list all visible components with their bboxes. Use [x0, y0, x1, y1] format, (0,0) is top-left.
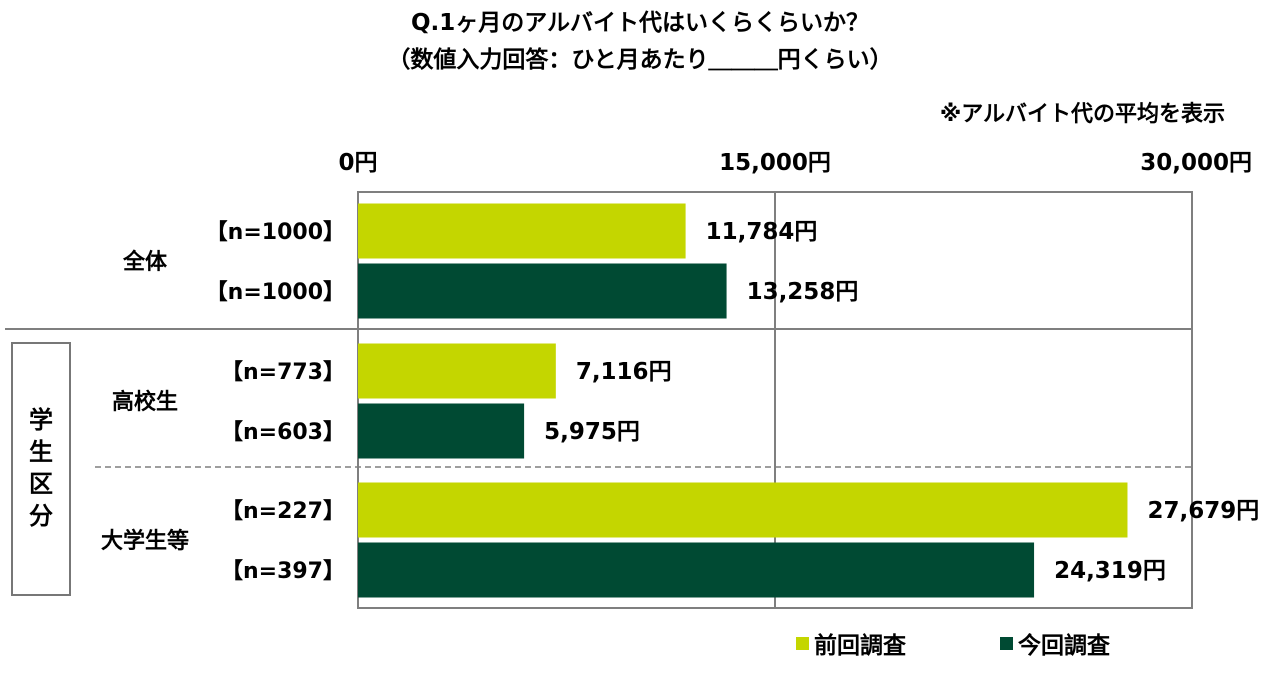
chart-subtitle: （数値入力回答：ひと月あたり＿＿＿円くらい） [387, 46, 892, 73]
data-label: 13,258円 [747, 279, 859, 305]
bar [358, 482, 1128, 538]
data-label: 5,975円 [544, 419, 640, 445]
bar [358, 542, 1035, 598]
bar [358, 203, 686, 259]
labels: 全体11,784円【n=1000】13,258円【n=1000】高校生7,116… [101, 219, 1259, 584]
legend-label: 前回調査 [814, 632, 906, 659]
category-label: 大学生等 [101, 528, 189, 554]
data-label: 11,784円 [706, 219, 818, 245]
legend-swatch [1000, 637, 1013, 650]
group-label: 学生区分 [29, 406, 53, 530]
data-label: 24,319円 [1054, 558, 1166, 584]
legend-swatch [796, 637, 809, 650]
chart-note: ※アルバイト代の平均を表示 [940, 101, 1225, 127]
bar [358, 343, 556, 399]
sample-size-label: 【n=773】 [221, 360, 345, 385]
category-label: 全体 [122, 249, 168, 275]
x-tick-label: 15,000円 [719, 150, 831, 176]
sample-size-label: 【n=397】 [221, 559, 345, 584]
sample-size-label: 【n=1000】 [206, 280, 345, 305]
group-box: 学生区分 [11, 342, 71, 596]
sample-size-label: 【n=227】 [221, 499, 345, 524]
bars [358, 203, 1128, 598]
x-axis-ticks: 0円 15,000円 30,000円 [338, 150, 1252, 176]
x-tick-label: 30,000円 [1140, 150, 1252, 176]
x-tick-label: 0円 [338, 150, 377, 176]
data-label: 27,679円 [1147, 498, 1259, 524]
legend: 前回調査 今回調査 [796, 632, 1110, 659]
bar [358, 263, 727, 319]
sample-size-label: 【n=1000】 [206, 220, 345, 245]
bar [358, 403, 525, 459]
grid [5, 191, 1193, 609]
sample-size-label: 【n=603】 [221, 420, 345, 445]
data-label: 7,116円 [576, 359, 672, 385]
category-label: 高校生 [112, 389, 178, 415]
chart-title: Q.1ヶ月のアルバイト代はいくらくらいか？ [411, 10, 869, 36]
legend-label: 今回調査 [1018, 632, 1110, 659]
